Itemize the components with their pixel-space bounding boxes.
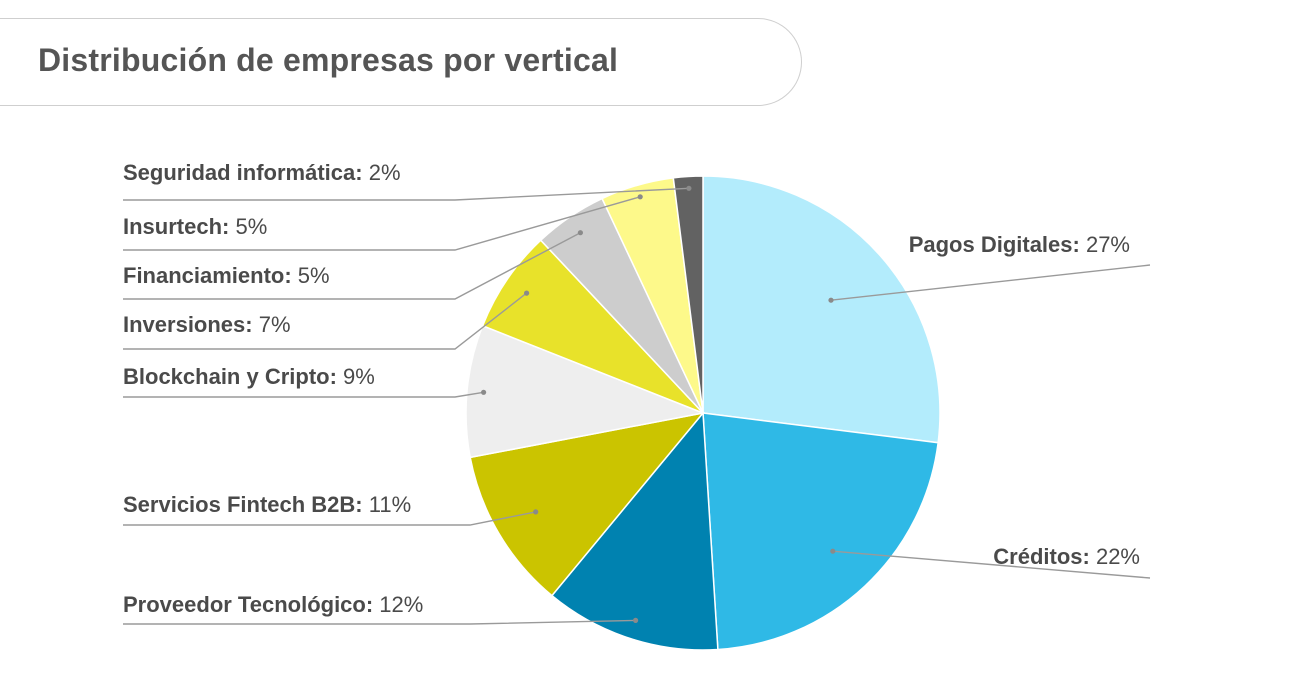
slice-labels: Pagos Digitales: 27% Créditos: 22% Proveed… [123,160,1140,617]
pie-slice-servicios-fintech-b2b [469,411,705,597]
slice-label-seguridad-informatica: Seguridad informática: 2% [123,160,401,185]
leader-line-inversiones [123,292,528,350]
leader-dot-seguridad-informatica [686,185,692,191]
slice-label-insurtech: Insurtech: 5% [123,214,267,239]
leader-line-blockchain-y-cripto [123,391,484,398]
pie-slice-seguridad-informatica [672,175,704,414]
leader-dot-creditos [830,548,836,554]
slice-label-pagos-digitales: Pagos Digitales: 27% [909,232,1130,257]
leader-line-servicios-fintech-b2b [123,511,536,526]
leader-line-pagos-digitales [830,264,1151,301]
slice-label-creditos: Créditos: 22% [993,544,1140,569]
leader-dot-inversiones [524,290,530,296]
leader-dot-insurtech [637,194,643,200]
leader-dot-blockchain-y-cripto [481,389,487,395]
pie-slice-inversiones [481,239,704,414]
slice-label-financiamiento: Financiamiento: 5% [123,263,330,288]
pie-slice-blockchain-y-cripto [465,324,706,459]
chart-title: Distribución de empresas por vertical [38,42,619,78]
title-pill [0,18,802,106]
leader-dot-servicios-fintech-b2b [533,509,539,515]
pie-slices [465,175,941,651]
slice-label-inversiones: Inversiones: 7% [123,312,291,337]
leader-line-financiamiento [123,232,581,300]
pie-slice-proveedor-tecnologico [550,411,719,651]
pie-slice-pagos-digitales [702,175,941,444]
leader-dot-financiamiento [577,230,584,236]
leader-line-insurtech [123,196,641,251]
slice-label-blockchain-y-cripto: Blockchain y Cripto: 9% [123,364,375,389]
leader-line-seguridad-informatica [123,187,689,201]
leader-line-creditos [832,550,1151,579]
leader-dot-pagos-digitales [828,297,834,303]
pie-slice-creditos [702,412,939,651]
leader-lines [123,185,1151,625]
slice-label-servicios-fintech-b2b: Servicios Fintech B2B: 11% [123,492,411,517]
leader-line-proveedor-tecnologico [123,619,636,625]
slice-label-proveedor-tecnologico: Proveedor Tecnológico: 12% [123,592,423,617]
leader-dot-proveedor-tecnologico [633,617,639,624]
